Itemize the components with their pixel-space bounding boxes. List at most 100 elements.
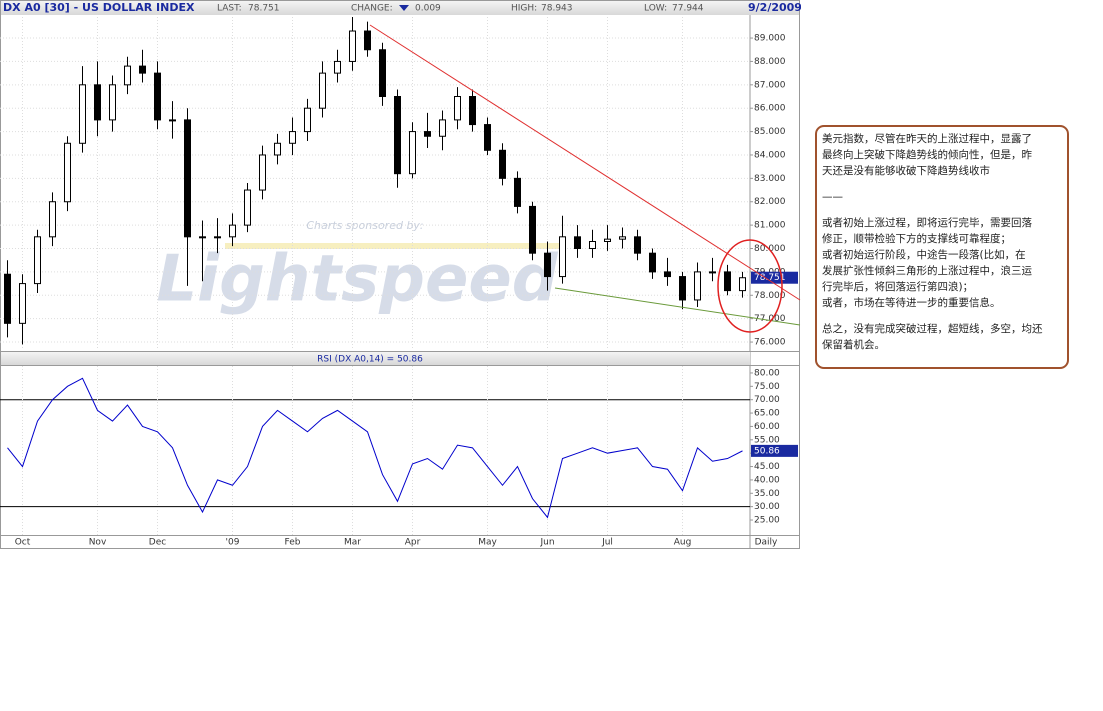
change-label: CHANGE: xyxy=(351,4,393,14)
candle-body xyxy=(664,271,671,278)
candle-body xyxy=(19,283,26,324)
y-tick-label: 55.00 xyxy=(754,435,780,445)
candle-body xyxy=(304,107,311,133)
candle-body xyxy=(694,271,701,301)
candle-body xyxy=(49,201,56,238)
candle-body xyxy=(724,271,731,292)
watermark-brand: Lightspeed xyxy=(156,243,558,317)
candle-body xyxy=(409,131,416,175)
last-tag xyxy=(751,271,798,284)
change-value: 0.009 xyxy=(415,4,441,14)
y-tick-label: 85.000 xyxy=(754,127,786,137)
candle-body xyxy=(709,271,716,274)
x-tick-label: Jul xyxy=(601,538,613,548)
note-line: 发展扩张性倾斜三角形的上涨过程中，浪三运 xyxy=(822,265,1032,277)
candle-body xyxy=(79,84,86,144)
candle-body xyxy=(589,240,596,250)
x-tick-label: Nov xyxy=(89,538,107,548)
candle-body xyxy=(229,224,236,238)
candle-body xyxy=(379,49,386,98)
note-line: 天还是没有能够收破下降趋势线收市 xyxy=(822,165,990,177)
y-tick-label: 65.00 xyxy=(754,409,780,419)
candle-body xyxy=(739,277,746,292)
last-tag-label: 78.751 xyxy=(754,273,786,283)
down-trendline xyxy=(369,24,801,301)
low-value: 77.944 xyxy=(672,4,704,14)
y-tick-label: 40.00 xyxy=(754,475,780,485)
y-tick-label: 83.000 xyxy=(754,174,786,184)
rsi-title: RSI (DX A0,14) = 50.86 xyxy=(317,355,423,365)
x-tick-label: Feb xyxy=(285,538,301,548)
y-tick-label: 81.000 xyxy=(754,221,786,231)
candle-body xyxy=(4,273,11,324)
candle-body xyxy=(439,119,446,137)
candle-body xyxy=(244,189,251,226)
note-line: 美元指数，尽管在昨天的上涨过程中，显露了 xyxy=(822,133,1032,145)
rsi-tag-label: 50.86 xyxy=(754,446,780,456)
candle-body xyxy=(64,142,71,203)
note-paragraph: 或者初始上涨过程，即将运行完毕，需要回落 修正，顺带检验下方的支撑线可靠程度； 或者… xyxy=(822,215,1062,311)
candle-body xyxy=(259,154,266,191)
note-line: 或者初始上涨过程，即将运行完毕，需要回落 xyxy=(822,217,1032,229)
note-paragraph: —— xyxy=(822,189,1062,205)
candle-body xyxy=(424,131,431,137)
candle-body xyxy=(139,65,146,74)
chart: DX A0 [30] - US DOLLAR INDEX LAST: 78.75… xyxy=(0,0,801,549)
candle-body xyxy=(34,236,41,285)
x-tick-label: Jun xyxy=(539,538,554,548)
y-tick-label: 77.000 xyxy=(754,314,786,324)
watermark-sponsor: Charts sponsored by: xyxy=(306,219,423,232)
candle-body xyxy=(394,96,401,175)
candle-body xyxy=(274,142,281,156)
y-tick-label: 82.000 xyxy=(754,197,786,207)
y-tick-label: 35.00 xyxy=(754,489,780,499)
candle-body xyxy=(124,65,131,86)
candle-body xyxy=(94,84,101,121)
candle-body xyxy=(184,119,191,238)
x-tick-label: '09 xyxy=(226,538,240,548)
down-arrow xyxy=(399,5,409,11)
note-line: 保留着机会。 xyxy=(822,339,885,351)
chart-title: DX A0 [30] - US DOLLAR INDEX xyxy=(3,1,195,14)
y-tick-label: 75.00 xyxy=(754,382,780,392)
watermark-stripe xyxy=(225,243,565,249)
candle-body xyxy=(319,72,326,109)
note-paragraph: 总之，没有完成突破过程，超短线，多空，均还 保留着机会。 xyxy=(822,321,1062,353)
candle-body xyxy=(484,124,491,151)
candle-body xyxy=(559,236,566,278)
x-tick-label: Mar xyxy=(344,538,361,548)
note-line: 行完毕后，将回落运行第四浪)； xyxy=(822,281,974,293)
candle-body xyxy=(364,30,371,51)
y-tick-label: 88.000 xyxy=(754,57,786,67)
y-tick-label: 45.00 xyxy=(754,462,780,472)
candle-body xyxy=(544,252,551,278)
candle-body xyxy=(619,236,626,240)
high-label: HIGH: xyxy=(511,4,537,14)
y-tick-label: 84.000 xyxy=(754,150,786,160)
y-tick-label: 25.00 xyxy=(754,516,780,526)
candle-body xyxy=(634,236,641,254)
note-line: 修正，顺带检验下方的支撑线可靠程度； xyxy=(822,233,1011,245)
note-line: —— xyxy=(822,191,843,203)
y-tick-label: 76.000 xyxy=(754,338,786,348)
y-tick-label: 70.00 xyxy=(754,395,780,405)
candle-body xyxy=(604,238,611,242)
candle-body xyxy=(679,276,686,301)
candle-body xyxy=(529,205,536,254)
last-value: 78.751 xyxy=(248,4,280,14)
y-tick-label: 30.00 xyxy=(754,502,780,512)
header-bar xyxy=(1,1,799,15)
note-line: 最终向上突破下降趋势线的倾向性，但是，昨 xyxy=(822,149,1032,161)
support-line xyxy=(554,287,801,326)
candle-body xyxy=(334,60,341,74)
frequency-label: Daily xyxy=(755,538,778,548)
candle-body xyxy=(649,252,656,273)
candle-body xyxy=(349,30,356,62)
candle-body xyxy=(469,96,476,126)
last-label: LAST: xyxy=(217,4,242,14)
candle-body xyxy=(214,236,221,239)
candle-body xyxy=(514,177,521,207)
note-line: 或者初始运行阶段，中途告一段落(比如，在 xyxy=(822,249,1026,261)
x-tick-label: Oct xyxy=(15,538,31,548)
